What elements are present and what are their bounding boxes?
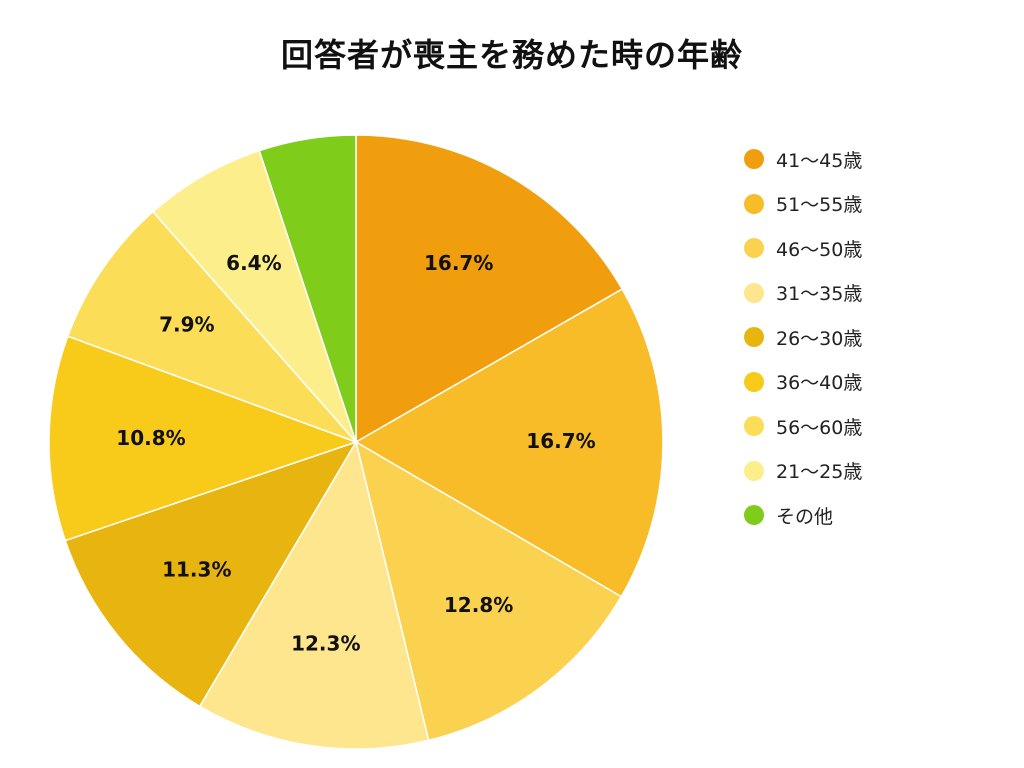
pie-slice	[66, 210, 357, 443]
legend-swatch-icon	[744, 282, 764, 303]
legend-item: 31〜35歳	[744, 271, 862, 316]
legend-label: 31〜35歳	[776, 283, 863, 306]
legend-swatch-icon	[744, 193, 764, 214]
slice-data-label: 12.3%	[291, 631, 360, 655]
legend-swatch-icon	[744, 505, 764, 526]
slice-data-label: 7.9%	[159, 313, 214, 337]
pie-slice	[354, 288, 664, 598]
legend-swatch-icon	[744, 371, 764, 392]
slice-data-label: 12.8%	[444, 593, 513, 617]
legend-label: その他	[776, 505, 834, 528]
legend-swatch-icon	[744, 416, 764, 437]
slice-data-label: 10.8%	[116, 426, 185, 450]
legend-item: 36〜40歳	[744, 360, 862, 405]
pie-slice	[355, 134, 624, 444]
pie-slice	[198, 440, 430, 750]
legend-item: 46〜50歳	[744, 226, 862, 271]
slice-data-label: 16.7%	[526, 429, 595, 453]
legend-swatch-icon	[744, 327, 764, 348]
legend-label: 26〜30歳	[776, 327, 863, 350]
legend-label: 21〜25歳	[776, 461, 863, 484]
slice-data-label: 11.3%	[162, 558, 231, 582]
legend-label: 41〜45歳	[776, 149, 863, 172]
slice-data-label: 16.7%	[424, 251, 493, 275]
legend: 41〜45歳 51〜55歳 46〜50歳 31〜35歳 26〜30歳 36〜40歳 56〜6…	[744, 137, 862, 538]
pie-slice	[48, 335, 359, 542]
legend-label: 46〜50歳	[776, 238, 863, 261]
legend-item: その他	[744, 493, 862, 538]
slice-data-label: 6.4%	[226, 251, 281, 275]
legend-item: 51〜55歳	[744, 182, 862, 227]
pie-slice	[354, 440, 623, 742]
legend-label: 51〜55歳	[776, 194, 863, 217]
legend-item: 41〜45歳	[744, 137, 862, 182]
legend-item: 21〜25歳	[744, 449, 862, 494]
legend-item: 26〜30歳	[744, 315, 862, 360]
legend-label: 56〜60歳	[776, 416, 863, 439]
legend-item: 56〜60歳	[744, 404, 862, 449]
chart-title: 回答者が喪主を務めた時の年齢	[280, 36, 743, 74]
legend-label: 36〜40歳	[776, 372, 863, 395]
pie-slice	[258, 134, 357, 443]
legend-swatch-icon	[744, 149, 764, 170]
pie-slice	[64, 440, 358, 708]
pie-slice	[151, 149, 357, 443]
legend-swatch-icon	[744, 460, 764, 481]
legend-swatch-icon	[744, 238, 764, 259]
